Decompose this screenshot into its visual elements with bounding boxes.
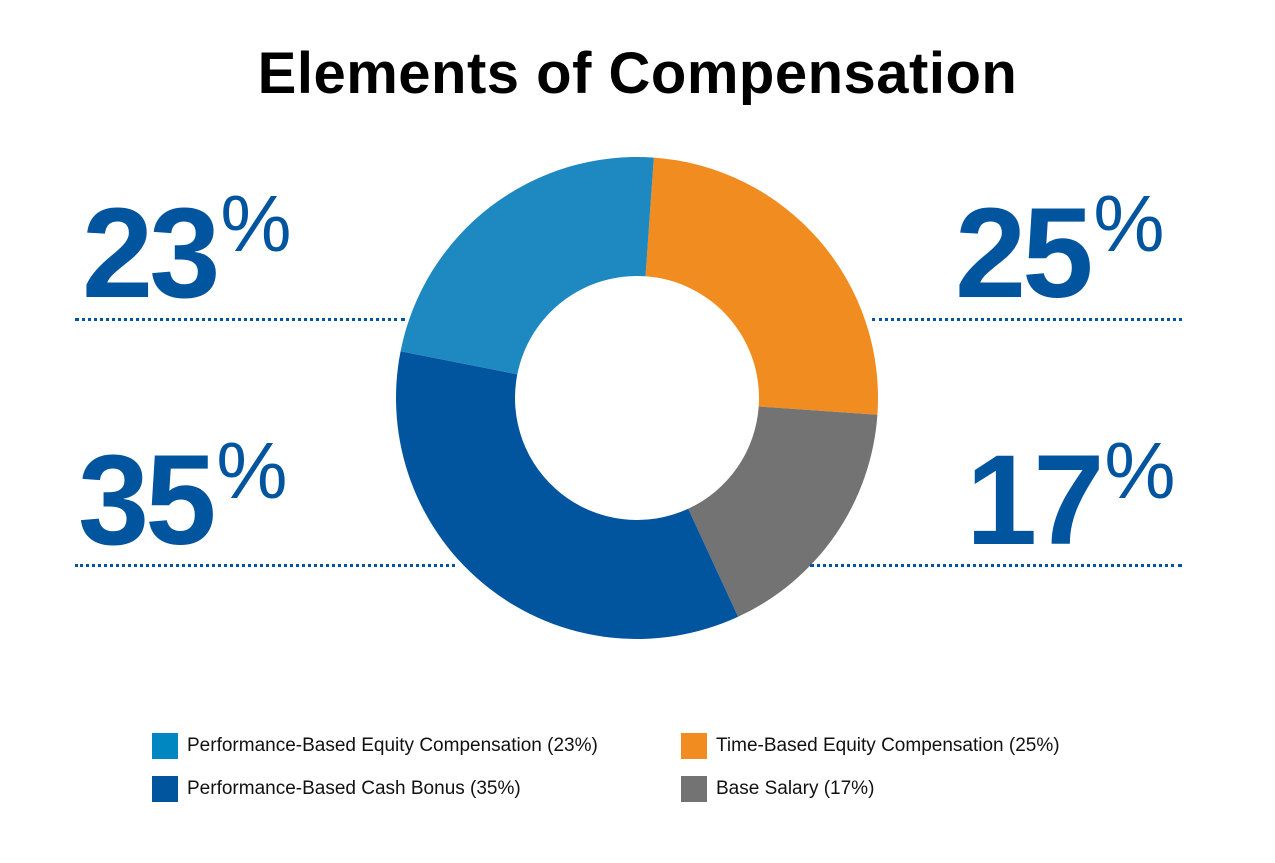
value-text: 25 <box>955 182 1093 325</box>
legend-swatch <box>152 776 178 802</box>
legend-swatch <box>152 733 178 759</box>
legend-label: Base Salary (17%) <box>716 778 875 799</box>
legend-item-cash-bonus: Performance-Based Cash Bonus (35%) <box>152 776 521 802</box>
value-text: 17 <box>966 429 1104 572</box>
slice-time-equity <box>645 157 878 415</box>
dotted-leader-line <box>810 564 1182 567</box>
legend-label: Performance-Based Cash Bonus (35%) <box>187 778 521 799</box>
data-label-time-equity: 25% <box>955 184 1165 318</box>
legend-item-base-salary: Base Salary (17%) <box>681 776 874 802</box>
legend-item-time-equity: Time-Based Equity Compensation (25%) <box>681 733 1060 759</box>
dotted-leader-line <box>75 564 455 567</box>
percent-sign: % <box>1093 179 1165 268</box>
slice-cash-bonus <box>396 351 739 640</box>
chart-title: Elements of Compensation <box>257 41 1018 106</box>
percent-sign: % <box>220 179 292 268</box>
percent-sign: % <box>216 426 288 515</box>
slice-base-salary <box>688 406 878 617</box>
value-text: 35 <box>78 429 216 572</box>
legend-label: Performance-Based Equity Compensation (2… <box>187 735 598 756</box>
data-label-cash-bonus: 35% <box>78 431 288 565</box>
data-label-performance-equity: 23% <box>82 184 292 318</box>
legend-item-performance-equity: Performance-Based Equity Compensation (2… <box>152 733 598 759</box>
value-text: 23 <box>82 182 220 325</box>
legend-swatch <box>681 776 707 802</box>
dotted-leader-line <box>75 318 405 321</box>
legend-swatch <box>681 733 707 759</box>
legend-label: Time-Based Equity Compensation (25%) <box>716 735 1060 756</box>
percent-sign: % <box>1104 426 1176 515</box>
slice-performance-equity <box>400 157 654 375</box>
dotted-leader-line <box>872 318 1182 321</box>
data-label-base-salary: 17% <box>966 431 1176 565</box>
